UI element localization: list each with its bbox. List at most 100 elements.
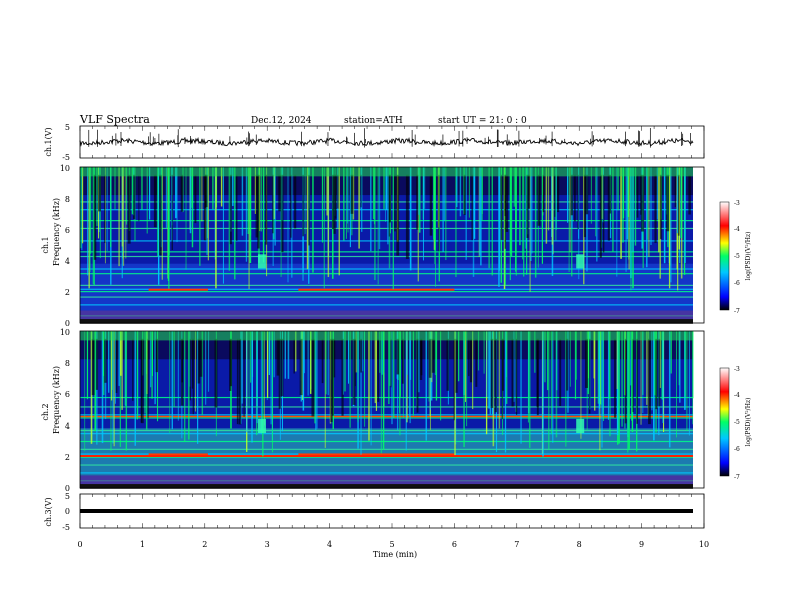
ch1-sferic [612,167,614,252]
ch2-band [80,429,693,432]
ch2-bottom-strip [80,475,693,485]
ch1-sferic [545,167,548,244]
ch2-sferic [375,331,377,411]
ch2-sferic [171,331,173,430]
ch2-gap [614,338,617,418]
ch1-sferic [175,167,177,219]
ch1-gap [583,174,587,238]
ch1-sferic [323,167,325,289]
ch2-sferic [169,331,171,434]
ch2-ytick-10: 10 [60,328,70,337]
ch2-sferic [630,331,633,421]
ch2-sferic [548,331,550,450]
ch2-sferic [670,331,672,374]
ch1-colorbar-gradient [719,201,730,311]
ch2-sferic [668,331,671,448]
ch1-sferic [480,167,482,266]
ch2-sferic [580,331,582,439]
ch2-band [80,448,693,450]
ch2-sferic [640,331,642,425]
ch2-sferic [205,331,207,405]
ch2-gap [236,338,239,425]
ch1-gap [104,174,106,244]
ch2-sferic [396,331,399,430]
ch2-cbar-label: log(PSD)(V²/Hz) [745,398,752,447]
ch1-gap [577,174,579,230]
ch2-sferic [676,331,677,438]
ch1-sferic [110,167,112,247]
ch2-gap [401,338,404,384]
ch2-red-band [148,453,208,456]
ch2-gap [332,338,334,416]
ch1-cbar-tick-5: -5 [734,253,740,260]
ch1-freq-ylabel-line1: ch.1 [41,236,50,253]
ch1-gap [640,174,644,232]
ch2-sferic [565,331,567,447]
ch2-sferic [111,331,113,390]
ch1-sferic [125,167,127,259]
ch1-waveform-trace [79,136,694,147]
ch1-gap [308,174,310,246]
ch2-sferic [355,331,357,373]
ch1-sferic [106,167,108,251]
ch2-sferic [121,331,123,410]
ch1-ytick-bottom: -5 [62,153,70,162]
ch2-sferic [381,331,383,375]
ch1-sferic [530,167,532,262]
ch1-sferic [287,167,289,283]
ch2-gap [293,338,295,374]
ch1-sferic [555,167,557,241]
ch2-sferic [488,331,490,409]
station-label: station=ATH [344,116,403,126]
ch1-bottom-line [80,319,693,324]
ch2-gap [419,338,423,380]
ch2-band [80,406,693,408]
ch2-sferic [251,331,253,419]
ch2-sferic [119,331,122,447]
ch1-gap [405,174,409,259]
ch2-gap [469,338,473,383]
ch2-sferic [607,331,609,420]
ch2-sferic [325,331,327,395]
ch2-sferic [692,331,694,425]
ch2-sferic [246,331,248,433]
ch2-sferic [391,331,393,425]
ch1-gap [171,174,173,251]
ch1-sferic [387,167,389,245]
ch1-sferic [658,167,660,253]
ch1-sferic [515,167,517,272]
ch1-gap [302,174,304,237]
ch1-sferic [199,167,201,266]
ch1-sferic [167,167,169,279]
ch1-sferic [663,167,666,264]
ch2-sferic [388,331,390,405]
ch2-gap [648,338,651,425]
ch2-sferic [364,331,366,427]
ch2-red-band [80,455,693,458]
ch1-sferic [185,167,187,270]
ch2-gap [278,338,281,409]
ch1-sferic [260,167,262,232]
ch2-sferic [486,331,488,398]
ch1-patch [257,254,266,269]
ch2-colorbar: -3 -4 -5 -6 -7 log(PSD)(V²/Hz) [719,366,752,481]
ch2-sferic [678,331,680,386]
ch1-sferic [80,167,82,249]
ch1-sferic [96,167,98,227]
ch1-waveform-panel: 5 -5 ch.1(V) [44,123,705,162]
ch2-band [80,414,693,416]
ch2-sferic [149,331,152,388]
ch1-sferic [81,167,84,244]
ch2-sferic [609,331,611,437]
ch2-sferic [492,331,495,447]
ch2-gap [115,338,118,393]
ch1-sferic [534,167,537,278]
ch1-sferic [345,167,347,239]
ch2-sferic [527,331,529,423]
ch2-gap [280,338,284,397]
ch2-sferic [360,331,362,455]
ch1-sferic [491,167,493,276]
ch1-gap [127,174,131,244]
ch2-sferic [348,331,350,384]
ch2-sferic [120,331,122,376]
